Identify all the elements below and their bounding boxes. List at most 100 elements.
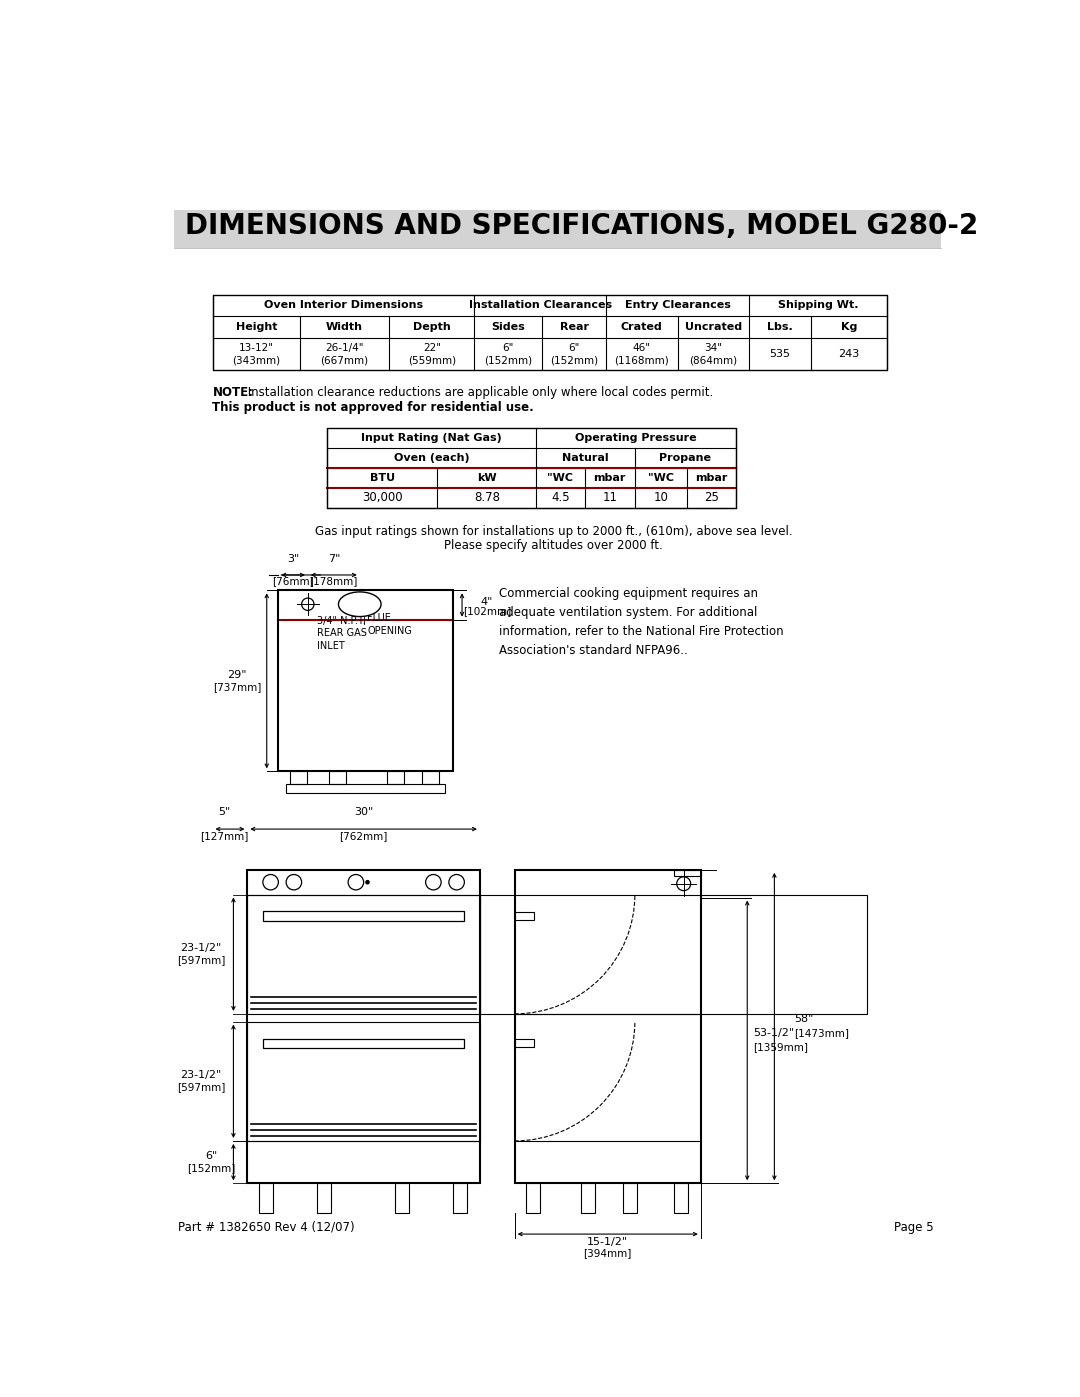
Bar <box>213 295 887 370</box>
Text: Width: Width <box>326 323 363 332</box>
Text: Operating Pressure: Operating Pressure <box>576 433 697 443</box>
Text: [762mm]: [762mm] <box>339 831 388 841</box>
Text: 15-1/2": 15-1/2" <box>588 1238 629 1248</box>
Text: 6"
(152mm): 6" (152mm) <box>550 342 598 365</box>
Bar <box>453 1183 467 1213</box>
Text: 30,000: 30,000 <box>362 492 403 504</box>
Text: 13-12"
(343mm): 13-12" (343mm) <box>232 342 281 365</box>
Bar <box>581 1183 595 1213</box>
Bar <box>174 210 941 249</box>
Text: 7": 7" <box>327 555 340 564</box>
Bar <box>674 1183 688 1213</box>
Circle shape <box>365 880 369 884</box>
Text: 30": 30" <box>354 806 374 817</box>
Bar <box>259 1183 273 1213</box>
Text: [597mm]: [597mm] <box>177 956 225 965</box>
Text: Page 5: Page 5 <box>893 1221 933 1234</box>
Text: Shipping Wt.: Shipping Wt. <box>778 300 858 310</box>
Bar <box>279 591 453 771</box>
Text: 29": 29" <box>228 669 247 680</box>
Text: 535: 535 <box>769 349 791 359</box>
Text: Commercial cooking equipment requires an
adequate ventilation system. For additi: Commercial cooking equipment requires an… <box>499 587 784 657</box>
Text: Propane: Propane <box>659 453 712 462</box>
Text: This product is not approved for residential use.: This product is not approved for residen… <box>213 401 535 414</box>
Text: 22"
(559mm): 22" (559mm) <box>408 342 456 365</box>
Text: 5": 5" <box>218 806 230 817</box>
Text: 10: 10 <box>653 492 669 504</box>
Text: 6": 6" <box>205 1151 218 1161</box>
Text: Sides: Sides <box>491 323 525 332</box>
Bar <box>327 427 735 509</box>
Bar <box>674 870 701 876</box>
Bar <box>262 1038 464 1048</box>
Bar <box>318 1183 332 1213</box>
Text: kW: kW <box>477 474 497 483</box>
Text: [597mm]: [597mm] <box>177 1083 225 1092</box>
Text: [1473mm]: [1473mm] <box>794 1028 849 1038</box>
Text: [76mm]: [76mm] <box>272 577 314 587</box>
Bar <box>286 784 445 793</box>
Bar <box>480 894 866 1014</box>
Text: 4": 4" <box>481 597 494 606</box>
Text: 11: 11 <box>603 492 617 504</box>
Text: [152mm]: [152mm] <box>188 1164 235 1173</box>
Text: Lbs.: Lbs. <box>767 323 793 332</box>
Text: Kg: Kg <box>840 323 856 332</box>
Text: 53-1/2": 53-1/2" <box>754 1028 795 1038</box>
Bar <box>515 912 535 921</box>
Text: Uncrated: Uncrated <box>685 323 742 332</box>
Bar <box>623 1183 637 1213</box>
Text: "WC: "WC <box>548 474 573 483</box>
Text: 8.78: 8.78 <box>474 492 500 504</box>
Text: Part # 1382650 Rev 4 (12/07): Part # 1382650 Rev 4 (12/07) <box>177 1221 354 1234</box>
Bar <box>422 771 438 784</box>
Text: Please specify altitudes over 2000 ft.: Please specify altitudes over 2000 ft. <box>444 539 663 552</box>
Text: 243: 243 <box>838 349 860 359</box>
Bar <box>262 911 464 921</box>
Bar <box>247 1021 480 1141</box>
Bar <box>247 894 480 1014</box>
Text: BTU: BTU <box>369 474 395 483</box>
Text: 25: 25 <box>704 492 718 504</box>
Text: 58": 58" <box>794 1014 813 1024</box>
Text: 34"
(864mm): 34" (864mm) <box>689 342 738 365</box>
Text: [127mm]: [127mm] <box>200 831 248 841</box>
Bar <box>387 771 404 784</box>
Text: [737mm]: [737mm] <box>213 682 261 692</box>
Text: Entry Clearances: Entry Clearances <box>624 300 730 310</box>
Text: NOTE:: NOTE: <box>213 386 254 398</box>
Bar <box>247 870 480 1183</box>
Bar <box>394 1183 408 1213</box>
Bar <box>526 1183 540 1213</box>
Text: 6"
(152mm): 6" (152mm) <box>484 342 532 365</box>
Bar <box>515 1039 535 1046</box>
Text: Crated: Crated <box>621 323 663 332</box>
Text: FLUE
OPENING: FLUE OPENING <box>367 613 413 636</box>
Text: 46"
(1168mm): 46" (1168mm) <box>615 342 670 365</box>
Text: 4.5: 4.5 <box>551 492 570 504</box>
Text: Installation Clearances: Installation Clearances <box>469 300 612 310</box>
Text: Oven (each): Oven (each) <box>394 453 470 462</box>
Text: 26-1/4"
(667mm): 26-1/4" (667mm) <box>321 342 368 365</box>
Text: mbar: mbar <box>594 474 626 483</box>
Text: Oven Interior Dimensions: Oven Interior Dimensions <box>264 300 423 310</box>
Text: DIMENSIONS AND SPECIFICATIONS, MODEL G280-2: DIMENSIONS AND SPECIFICATIONS, MODEL G28… <box>186 211 978 239</box>
Bar <box>328 771 346 784</box>
Text: [394mm]: [394mm] <box>583 1248 632 1257</box>
Text: Rear: Rear <box>559 323 589 332</box>
Ellipse shape <box>338 592 381 616</box>
Text: 3": 3" <box>287 555 299 564</box>
Text: Gas input ratings shown for installations up to 2000 ft., (610m), above sea leve: Gas input ratings shown for installation… <box>314 525 793 538</box>
Text: 3/4" N.P.T.
REAR GAS
INLET: 3/4" N.P.T. REAR GAS INLET <box>318 616 367 651</box>
Text: [178mm]: [178mm] <box>310 577 357 587</box>
Text: Installation clearance reductions are applicable only where local codes permit.: Installation clearance reductions are ap… <box>243 386 713 398</box>
Text: [1359mm]: [1359mm] <box>754 1042 809 1052</box>
Text: Depth: Depth <box>413 323 450 332</box>
Text: mbar: mbar <box>696 474 728 483</box>
Bar <box>515 870 701 1183</box>
Text: 23-1/2": 23-1/2" <box>180 1070 221 1080</box>
Text: Natural: Natural <box>563 453 609 462</box>
Bar <box>291 771 307 784</box>
Text: Input Rating (Nat Gas): Input Rating (Nat Gas) <box>362 433 502 443</box>
Text: Height: Height <box>235 323 278 332</box>
